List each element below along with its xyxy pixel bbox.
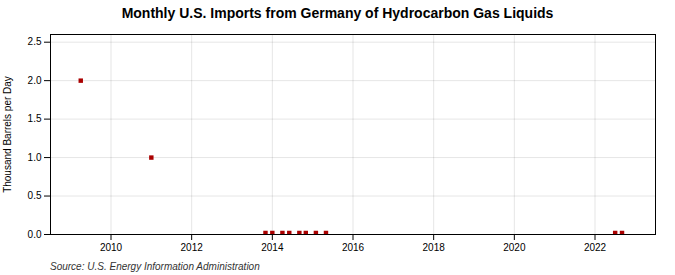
svg-text:0.0: 0.0: [28, 229, 42, 240]
svg-text:2.0: 2.0: [28, 75, 42, 86]
svg-text:2.5: 2.5: [28, 36, 42, 47]
svg-text:2020: 2020: [503, 242, 526, 253]
svg-text:0.5: 0.5: [28, 190, 42, 201]
svg-text:2012: 2012: [181, 242, 204, 253]
svg-text:1.5: 1.5: [28, 113, 42, 124]
svg-text:2010: 2010: [100, 242, 123, 253]
svg-text:Thousand Barrels per Day: Thousand Barrels per Day: [2, 76, 13, 193]
svg-text:2014: 2014: [261, 242, 284, 253]
html-text:Source: U.S. Energy Informatio: Source: U.S. Energy Information Administ…: [50, 261, 260, 272]
svg-text:1.0: 1.0: [28, 152, 42, 163]
svg-text:2022: 2022: [584, 242, 607, 253]
html-text:Monthly U.S. Imports from Germ: Monthly U.S. Imports from Germany of Hyd…: [121, 5, 554, 21]
svg-text:2016: 2016: [342, 242, 365, 253]
svg-text:2018: 2018: [423, 242, 446, 253]
